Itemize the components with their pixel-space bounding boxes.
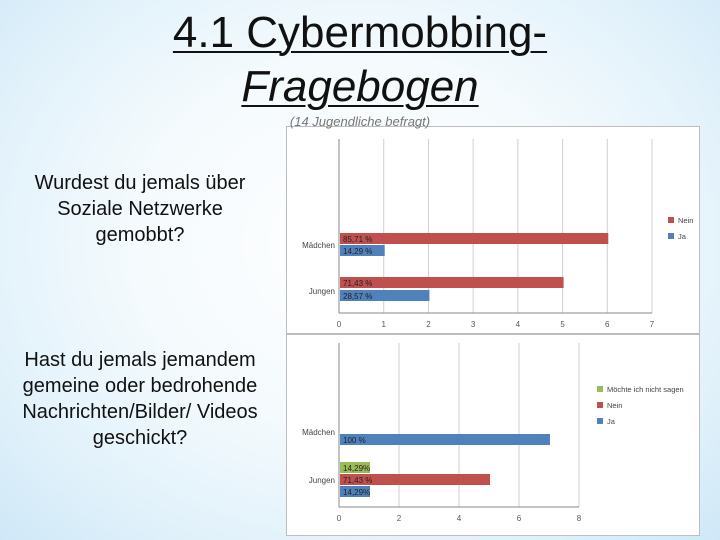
bar (340, 462, 370, 473)
legend-swatch (668, 217, 674, 223)
x-tick-label: 2 (426, 320, 431, 329)
question-1: Wurdest du jemals über Soziale Netzwerke… (34, 172, 246, 246)
category-label: Jungen (309, 476, 335, 485)
bar (340, 233, 609, 244)
bar (340, 245, 385, 256)
data-label: 14,29% (343, 464, 370, 473)
x-tick-label: 0 (337, 514, 342, 523)
legend-label: Ja (607, 417, 616, 426)
slide-title-line2: Fragebogen (241, 62, 479, 111)
x-tick-label: 4 (457, 514, 462, 523)
legend-swatch (668, 233, 674, 239)
x-tick-label: 6 (605, 320, 610, 329)
slide-subtitle: (14 Jugendliche befragt) (289, 114, 431, 129)
x-tick-label: 3 (471, 320, 476, 329)
legend-swatch (597, 402, 603, 408)
legend-label: Möchte ich nicht sagen (607, 385, 684, 394)
x-tick-label: 0 (337, 320, 342, 329)
bar (340, 474, 490, 485)
data-label: 100 % (343, 436, 366, 445)
bar (340, 290, 430, 301)
chart-1-container: 0 1 2 3 4 5 6 7 Mädchen 85,71 % 14,29 % Jungen 71,43… (286, 126, 700, 334)
data-label: 28,57 % (343, 292, 372, 301)
legend-label: Nein (678, 216, 693, 225)
data-label: 85,71 % (343, 235, 372, 244)
category-label: Jungen (309, 287, 335, 296)
category-label: Mädchen (302, 428, 335, 437)
x-tick-label: 1 (381, 320, 386, 329)
legend-label: Nein (607, 401, 622, 410)
legend-swatch (597, 418, 603, 424)
x-tick-label: 4 (516, 320, 521, 329)
x-tick-label: 6 (517, 514, 522, 523)
data-label: 14,29 % (343, 247, 372, 256)
data-label: 71,43 % (343, 279, 372, 288)
slide-title-line1: 4.1 Cybermobbing- (172, 8, 548, 57)
x-tick-label: 2 (397, 514, 402, 523)
x-tick-label: 5 (560, 320, 565, 329)
chart-2-container: 0 2 4 6 8 Mädchen 100 % Jungen 14,29% 71,43 % 14,2… (286, 334, 700, 536)
question-2: Hast du jemals jemandem gemeine oder bed… (22, 349, 258, 449)
legend-label: Ja (678, 232, 687, 241)
x-tick-label: 7 (650, 320, 655, 329)
bar (340, 486, 370, 497)
chart-1: 0 1 2 3 4 5 6 7 Mädchen 85,71 % 14,29 % Jungen 71,43… (302, 139, 693, 329)
x-tick-label: 8 (577, 514, 582, 523)
chart-2: 0 2 4 6 8 Mädchen 100 % Jungen 14,29% 71,43 % 14,2… (302, 343, 684, 523)
data-label: 14,29% (343, 488, 370, 497)
category-label: Mädchen (302, 241, 335, 250)
bar (340, 434, 550, 445)
bar (340, 277, 564, 288)
data-label: 71,43 % (343, 476, 372, 485)
legend-swatch (597, 386, 603, 392)
